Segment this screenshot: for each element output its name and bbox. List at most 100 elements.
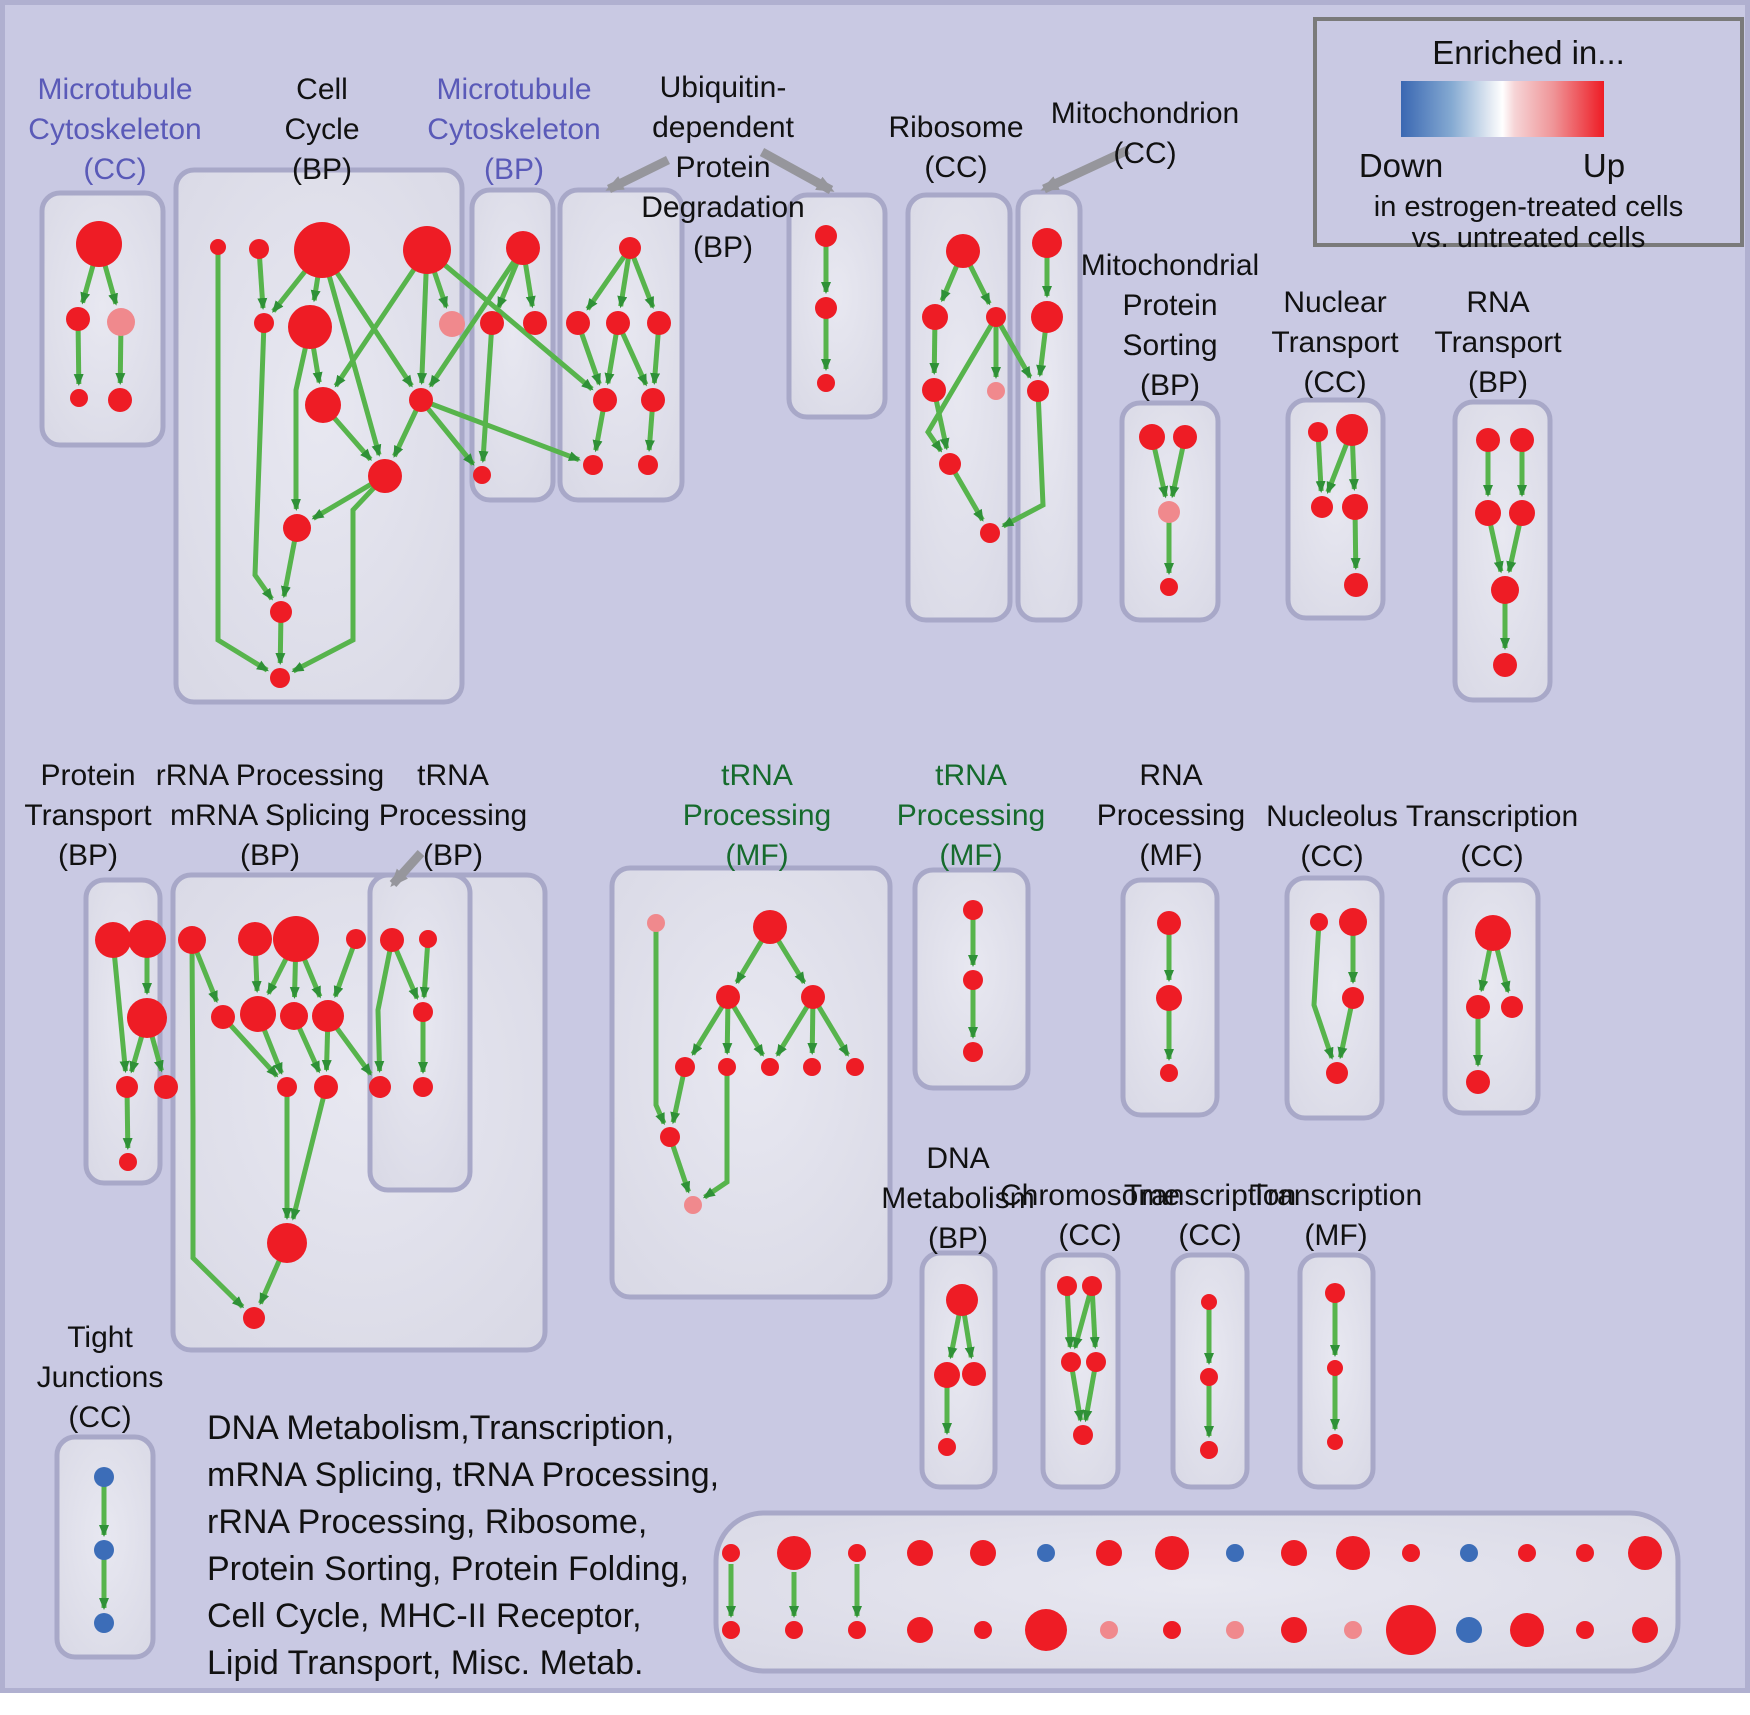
- rrna-processing-mrna-splicing-node-9: [314, 1075, 338, 1099]
- rrna-processing-mrna-splicing-node-7: [312, 1000, 344, 1032]
- mitochondrion-node-1: [1031, 301, 1063, 333]
- trna-processing-mf-large-node-9: [660, 1127, 680, 1147]
- transcription-mf-node-1: [1327, 1360, 1343, 1376]
- cluster-label-line: (CC): [68, 1401, 132, 1434]
- nuclear-transport-node-3: [1342, 494, 1368, 520]
- cluster-label-line: Nuclear: [1283, 286, 1387, 319]
- cluster-label-13: tRNA Processing (MF): [751, 756, 1191, 876]
- dna-metabolism-node-1: [934, 1362, 960, 1388]
- strip-bottom-node-4: [974, 1621, 992, 1639]
- chromosome-node-4: [1073, 1425, 1093, 1445]
- cell-cycle-edge-5: [319, 249, 382, 457]
- microtubule-bp-node-3: [473, 466, 491, 484]
- nucleolus-node-2: [1342, 987, 1364, 1009]
- microtubule-cc-node-3: [70, 389, 88, 407]
- cluster-label-line: (CC): [1178, 1219, 1242, 1252]
- rrna-processing-mrna-splicing-node-10: [267, 1223, 307, 1263]
- chromosome-edge-1: [1072, 1285, 1095, 1350]
- cluster-label-line: (BP): [292, 153, 352, 186]
- protein-transport-node-2: [127, 998, 167, 1038]
- cluster-label-line: (CC): [1300, 840, 1364, 873]
- mitochondrion-node-2: [1027, 380, 1049, 402]
- rrna-processing-mrna-splicing-node-4: [211, 1005, 235, 1029]
- transcription-mf-node-0: [1325, 1283, 1345, 1303]
- rna-processing-mf-node-0: [1157, 911, 1181, 935]
- cluster-label-line: (BP): [1468, 366, 1528, 399]
- microtubule-bp-node-0: [506, 231, 540, 265]
- cluster-label-line: Microtubule: [436, 73, 592, 106]
- cluster-label-line: Processing: [1096, 799, 1246, 832]
- protein-transport-node-5: [119, 1153, 137, 1171]
- cross-edge-4: [993, 315, 1033, 379]
- cluster-label-2: Microtubule Cytoskeleton (BP): [294, 70, 734, 190]
- trna-processing-mf-large-node-3: [801, 985, 825, 1009]
- dna-metabolism-node-2: [962, 1362, 986, 1386]
- microtubule-cc-node-2: [107, 308, 135, 336]
- cluster-label-line: Nucleolus: [1266, 800, 1398, 833]
- protein-transport-node-3: [116, 1076, 138, 1098]
- cluster-label-line: Junctions: [36, 1361, 164, 1394]
- cross-edge-2: [420, 397, 581, 463]
- cluster-label-line: tRNA: [935, 759, 1007, 792]
- cell-cycle-edge-15: [291, 474, 387, 674]
- cell-cycle-node-5: [288, 305, 332, 349]
- dna-metabolism-node-0: [946, 1284, 978, 1316]
- cluster-label-line: (CC): [83, 153, 147, 186]
- cluster-label-line: Ribosome: [888, 111, 1024, 144]
- ribosome-node-0: [946, 234, 980, 268]
- cluster-label-line: RNA: [1466, 286, 1530, 319]
- cluster-label-line: rRNA Processing: [155, 759, 385, 792]
- trna-processing-mf-large-node-5: [718, 1058, 736, 1076]
- mito-protein-sorting-node-2: [1158, 501, 1180, 523]
- cluster-label-line: Transport: [1434, 326, 1562, 359]
- ubiquitin-a-edge-0: [585, 246, 633, 311]
- strip-bottom-node-8: [1226, 1621, 1244, 1639]
- chromosome-node-0: [1057, 1276, 1077, 1296]
- transcription-cc-mid-node-3: [1466, 1070, 1490, 1094]
- transcription-cc-bottom-node-2: [1200, 1441, 1218, 1459]
- cell-cycle-node-4: [254, 313, 274, 333]
- label-pointer-arrow-0: [605, 155, 670, 194]
- note-line: Cell Cycle, MHC-II Receptor,: [207, 1597, 642, 1635]
- trna-processing-mf-small-node-0: [963, 900, 983, 920]
- cluster-label-line: (BP): [484, 153, 544, 186]
- microtubule-bp-node-2: [523, 311, 547, 335]
- trna-processing-bp-edge-3: [374, 939, 395, 1074]
- ubiquitin-a-node-4: [593, 388, 617, 412]
- cell-cycle-node-12: [270, 668, 290, 688]
- rna-transport-node-1: [1510, 428, 1534, 452]
- legend-title: Enriched in...: [1432, 34, 1625, 71]
- ribosome-edge-5: [925, 315, 999, 453]
- strip-bottom-node-10: [1344, 1621, 1362, 1639]
- transcription-cc-bottom-node-0: [1201, 1294, 1217, 1310]
- trna-processing-bp-edge-1: [419, 938, 431, 1000]
- cluster-label-line: (BP): [928, 1222, 988, 1255]
- nuclear-transport-node-1: [1336, 414, 1368, 446]
- strip-top-node-9: [1281, 1540, 1307, 1566]
- trna-processing-bp-node-1: [419, 930, 437, 948]
- chromosome-node-2: [1061, 1352, 1081, 1372]
- strip-bottom-node-1: [785, 1621, 803, 1639]
- strip-bottom-node-12: [1456, 1617, 1482, 1643]
- tight-junctions-node-2: [94, 1613, 114, 1633]
- trna-processing-bp-node-2: [413, 1002, 433, 1022]
- ribosome-node-3: [922, 378, 946, 402]
- cluster-label-line: Cytoskeleton: [28, 113, 202, 146]
- cell-cycle-edge-9: [252, 322, 274, 601]
- merged-clusters-note: DNA Metabolism,Transcription, mRNA Splici…: [207, 1405, 719, 1687]
- ubiquitin-a-node-6: [583, 455, 603, 475]
- transcription-cc-mid-node-0: [1475, 915, 1511, 951]
- cluster-label-line: (MF): [1304, 1219, 1368, 1252]
- cluster-label-line: Cycle: [284, 113, 360, 146]
- cluster-label-21: Tight Junctions (CC): [0, 1318, 320, 1438]
- trna-processing-mf-large-node-4: [675, 1057, 695, 1077]
- rrna-processing-mrna-splicing-node-1: [238, 922, 272, 956]
- rna-transport-node-5: [1493, 653, 1517, 677]
- strip-top-node-2: [848, 1544, 866, 1562]
- cross-edge-5: [1001, 390, 1046, 529]
- cluster-label-line: Protein: [675, 151, 771, 184]
- label-pointer-arrow-2: [1040, 145, 1130, 194]
- cell-cycle-node-7: [305, 387, 341, 423]
- cluster-label-12: tRNA Processing (MF): [537, 756, 977, 876]
- microtubule-bp-box: [469, 187, 556, 503]
